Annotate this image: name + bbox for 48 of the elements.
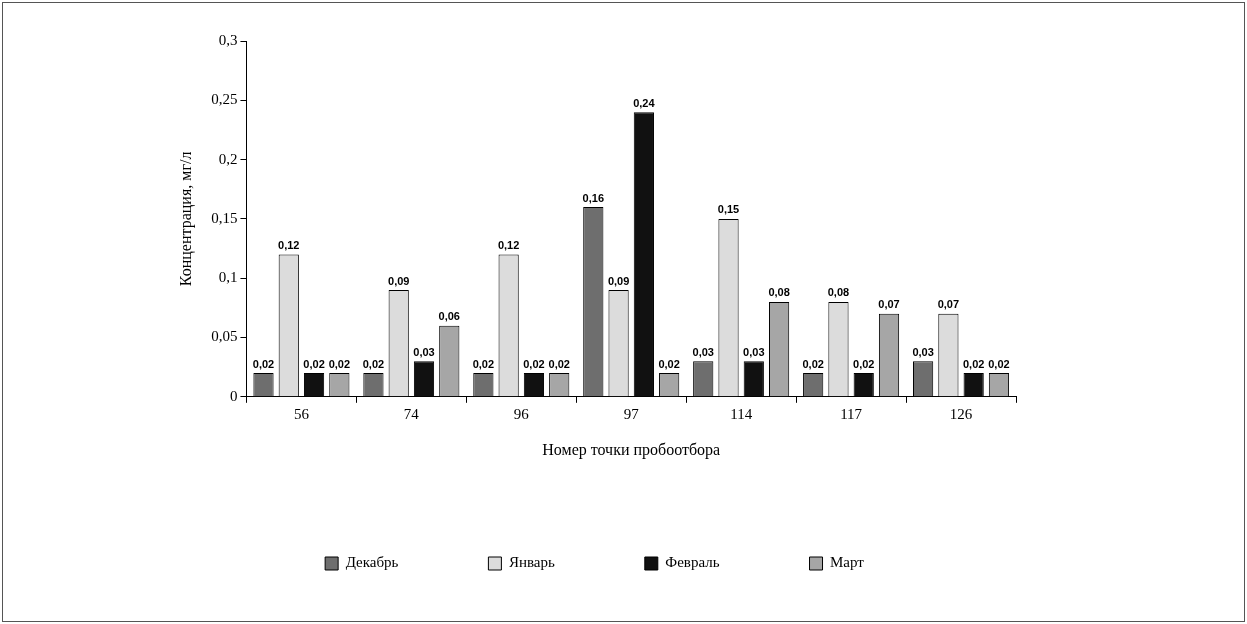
legend-label: Декабрь	[345, 554, 399, 571]
legend-label: Февраль	[665, 554, 720, 571]
legend-label: Январь	[508, 554, 555, 571]
x-tick-label: 117	[840, 405, 863, 422]
data-label: 0,12	[497, 239, 520, 252]
data-label: 0,02	[658, 357, 680, 370]
data-label: 0,02	[802, 357, 824, 370]
data-label: 0,03	[692, 345, 714, 358]
data-label: 0,02	[362, 357, 385, 370]
x-tick-label: 96	[513, 405, 530, 422]
x-axis-title: Номер точки пробоотбора	[542, 440, 721, 459]
data-label: 0,08	[768, 286, 790, 299]
data-label: 0,15	[717, 203, 740, 216]
data-label: 0,09	[388, 274, 410, 287]
y-tick-label: 0	[229, 387, 238, 404]
data-label: 0,02	[548, 357, 570, 370]
data-label: 0,02	[328, 357, 351, 370]
x-tick-label: 97	[623, 405, 640, 422]
data-label: 0,12	[278, 239, 300, 252]
y-tick-label: 0,3	[218, 31, 238, 48]
data-label: 0,02	[962, 357, 985, 370]
data-label: 0,09	[607, 274, 630, 287]
y-tick-label: 0,25	[211, 91, 238, 108]
data-label: 0,07	[878, 298, 900, 311]
y-tick-label: 0,1	[218, 269, 238, 286]
x-tick-label: 56	[293, 405, 310, 422]
data-label: 0,07	[937, 298, 960, 311]
y-tick-label: 0,2	[218, 150, 238, 167]
data-label: 0,02	[523, 357, 545, 370]
legend-label: Март	[830, 554, 865, 571]
data-label: 0,02	[853, 357, 875, 370]
data-label: 0,02	[472, 357, 495, 370]
x-tick-label: 114	[730, 405, 753, 422]
data-label: 0,03	[413, 345, 435, 358]
data-label: 0,02	[988, 357, 1010, 370]
data-label: 0,03	[743, 345, 765, 358]
data-label: 0,02	[303, 357, 325, 370]
data-label: 0,03	[912, 345, 934, 358]
x-tick-label: 74	[403, 405, 420, 422]
y-tick-label: 0,15	[211, 209, 238, 226]
data-label: 0,06	[438, 310, 460, 323]
y-tick-label: 0,05	[211, 328, 238, 345]
data-label: 0,02	[252, 357, 275, 370]
data-label: 0,16	[582, 191, 605, 204]
y-axis-title: Концентрация, мг/л	[176, 151, 195, 287]
x-tick-label: 126	[949, 405, 973, 422]
data-label: 0,24	[633, 96, 656, 109]
data-label: 0,08	[827, 286, 850, 299]
